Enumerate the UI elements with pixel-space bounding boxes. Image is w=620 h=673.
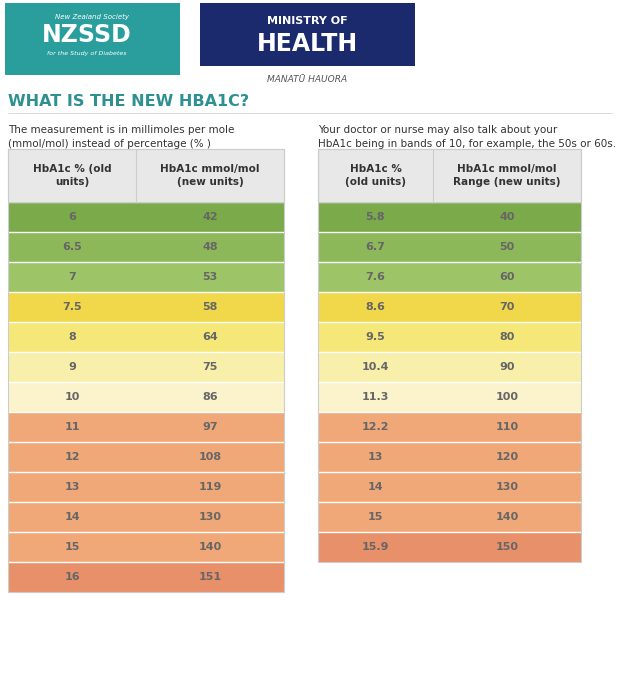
Text: 120: 120	[495, 452, 518, 462]
Text: 11: 11	[64, 421, 80, 431]
Text: HbA1c mmol/mol
Range (new units): HbA1c mmol/mol Range (new units)	[453, 164, 560, 187]
Bar	[8, 472, 284, 501]
Text: 130: 130	[495, 481, 518, 491]
Text: 108: 108	[198, 452, 221, 462]
Text: 58: 58	[202, 302, 218, 312]
Text: 97: 97	[202, 421, 218, 431]
Bar	[8, 411, 284, 441]
Bar	[318, 149, 581, 201]
Text: 12: 12	[64, 452, 80, 462]
Bar	[318, 351, 581, 382]
Text: The measurement is in millimoles per mole
(mmol/mol) instead of percentage (% ): The measurement is in millimoles per mol…	[8, 125, 234, 149]
Bar	[318, 201, 581, 232]
Bar	[318, 232, 581, 262]
Text: 64: 64	[202, 332, 218, 341]
Bar	[8, 262, 284, 291]
Text: 130: 130	[198, 511, 221, 522]
Text: 48: 48	[202, 242, 218, 252]
Text: HbA1c %
(old units): HbA1c % (old units)	[345, 164, 406, 187]
Text: 7: 7	[68, 271, 76, 281]
Text: 11.3: 11.3	[362, 392, 389, 402]
Bar	[8, 351, 284, 382]
Bar	[8, 149, 284, 592]
Bar	[8, 232, 284, 262]
Text: 9: 9	[68, 361, 76, 371]
Text: 40: 40	[499, 211, 515, 221]
Bar	[8, 382, 284, 411]
Text: 80: 80	[499, 332, 515, 341]
Text: 75: 75	[202, 361, 218, 371]
Bar	[8, 561, 284, 592]
Text: 10.4: 10.4	[361, 361, 389, 371]
Bar	[318, 501, 581, 532]
Text: 15: 15	[64, 542, 80, 551]
Text: 15.9: 15.9	[361, 542, 389, 551]
Bar	[8, 149, 284, 201]
Text: NZSSD: NZSSD	[42, 23, 132, 47]
Bar	[8, 291, 284, 322]
Text: 14: 14	[64, 511, 80, 522]
Text: WHAT IS THE NEW HBA1C?: WHAT IS THE NEW HBA1C?	[8, 94, 249, 108]
Bar	[8, 149, 284, 201]
Text: 119: 119	[198, 481, 222, 491]
Text: 10: 10	[64, 392, 80, 402]
Bar	[8, 501, 284, 532]
Text: New Zealand Society: New Zealand Society	[55, 14, 129, 20]
Text: for the Study of Diabetes: for the Study of Diabetes	[47, 50, 126, 55]
Text: 90: 90	[499, 361, 515, 371]
Text: 7.5: 7.5	[62, 302, 82, 312]
Text: 6: 6	[68, 211, 76, 221]
Text: 8: 8	[68, 332, 76, 341]
Text: HbA1c mmol/mol
(new units): HbA1c mmol/mol (new units)	[160, 164, 260, 187]
Bar	[5, 3, 180, 75]
Text: 13: 13	[368, 452, 383, 462]
Text: 6.7: 6.7	[366, 242, 386, 252]
Text: 15: 15	[368, 511, 383, 522]
Bar	[8, 441, 284, 472]
Text: 9.5: 9.5	[366, 332, 386, 341]
Bar	[318, 149, 581, 561]
Text: 86: 86	[202, 392, 218, 402]
Text: 6.5: 6.5	[62, 242, 82, 252]
Text: 8.6: 8.6	[366, 302, 386, 312]
Text: 5.8: 5.8	[366, 211, 385, 221]
Bar	[318, 472, 581, 501]
Bar	[318, 441, 581, 472]
Text: 7.6: 7.6	[366, 271, 386, 281]
Text: 16: 16	[64, 571, 80, 581]
Text: 14: 14	[368, 481, 383, 491]
Text: HbA1c % (old
units): HbA1c % (old units)	[33, 164, 112, 187]
Text: HEALTH: HEALTH	[257, 32, 358, 56]
Bar	[318, 411, 581, 441]
Text: 150: 150	[495, 542, 518, 551]
Text: 70: 70	[499, 302, 515, 312]
Bar	[318, 532, 581, 561]
Bar	[318, 149, 581, 201]
Text: 100: 100	[495, 392, 518, 402]
Text: 42: 42	[202, 211, 218, 221]
Text: MANATŪ HAUORA: MANATŪ HAUORA	[267, 75, 348, 83]
Bar	[318, 322, 581, 351]
Text: 12.2: 12.2	[361, 421, 389, 431]
Text: 53: 53	[202, 271, 218, 281]
Text: 151: 151	[198, 571, 221, 581]
Bar	[200, 3, 415, 66]
Text: 50: 50	[499, 242, 515, 252]
Bar	[318, 291, 581, 322]
Bar	[8, 322, 284, 351]
Text: 110: 110	[495, 421, 518, 431]
Text: 13: 13	[64, 481, 80, 491]
Bar	[318, 382, 581, 411]
Text: MINISTRY OF: MINISTRY OF	[267, 15, 348, 26]
Text: 140: 140	[495, 511, 518, 522]
Bar	[8, 201, 284, 232]
Text: 140: 140	[198, 542, 221, 551]
Text: 60: 60	[499, 271, 515, 281]
Text: Your doctor or nurse may also talk about your
HbA1c being in bands of 10, for ex: Your doctor or nurse may also talk about…	[318, 125, 616, 149]
Bar	[318, 262, 581, 291]
Bar	[8, 532, 284, 561]
